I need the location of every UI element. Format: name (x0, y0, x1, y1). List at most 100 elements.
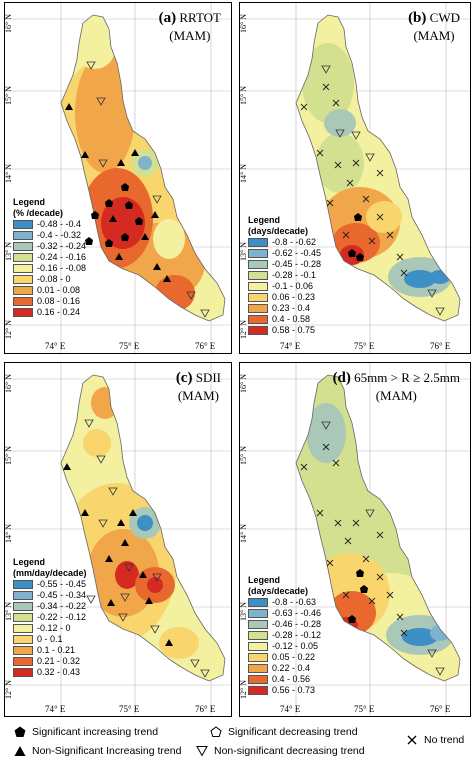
trend-contour (328, 591, 376, 635)
y-tick-label: 15° N (239, 86, 248, 105)
legend-entry: -0.16 - -0.08 (13, 263, 86, 274)
pentagon-filled-icon (85, 237, 93, 245)
triangle-outline-icon (196, 746, 208, 757)
map-c (5, 363, 231, 715)
trend-contour (101, 197, 145, 249)
legend-entry: 0.32 - 0.43 (13, 667, 87, 678)
panel-title-d: (d) 65mm > R ≥ 2.5mm (MAM) (333, 369, 460, 404)
legend-title: Legend (248, 215, 281, 225)
station-symbols (63, 419, 210, 678)
legend-label: -0.12 - 0.05 (272, 641, 319, 651)
cross-icon (407, 735, 417, 745)
triangle-filled-icon (145, 597, 153, 604)
triangle-filled-icon (139, 571, 147, 578)
legend-swatch (248, 304, 268, 313)
triangle-filled-icon (109, 215, 117, 222)
map-a (5, 3, 231, 353)
y-tick-label: 15° N (239, 446, 248, 465)
pentagon-filled-icon (360, 585, 368, 593)
y-tick-label: 12° N (239, 320, 248, 339)
legend-entry: 0.08 - 0.16 (13, 296, 86, 307)
legend-entry: 0.1 - 0.21 (13, 645, 87, 656)
y-tick-label: 12° N (4, 320, 13, 339)
y-tick-label: 16° N (239, 374, 248, 393)
legend-title: Legend (13, 557, 46, 567)
legend-entry: -0.55 - -0.45 (13, 579, 87, 590)
legend-swatch (248, 249, 268, 258)
legend-label: -0.34 - -0.22 (37, 601, 87, 611)
legend-label: 0.06 - 0.23 (272, 292, 316, 302)
pentagon-filled-icon (135, 217, 143, 225)
key-sig-dec-label: Significant decreasing trend (228, 726, 358, 738)
legend-label: -0.22 - -0.12 (37, 612, 87, 622)
legend-swatch (13, 308, 33, 317)
key-sig-dec: Significant decreasing trend (210, 726, 358, 738)
legend-label: -0.12 - 0 (37, 623, 71, 633)
legend-label: 0.22 - 0.4 (272, 663, 311, 673)
triangle-outline-icon (96, 455, 106, 464)
legend-swatch (248, 664, 268, 673)
triangle-outline-icon (321, 421, 331, 430)
legend-c: Legend (mm/day/decade) -0.55 - -0.45 -0.45 … (13, 557, 87, 678)
panel-season-c: (MAM) (177, 388, 219, 403)
legend-swatch (13, 264, 33, 273)
triangle-outline-icon (98, 519, 108, 528)
y-tick-label: 13° N (4, 602, 13, 621)
legend-label: -0.63 - -0.46 (272, 608, 322, 618)
legend-entry: 0.21 - 0.32 (13, 656, 87, 667)
legend-swatch (248, 620, 268, 629)
legend-entry: 0.4 - 0.56 (248, 674, 321, 685)
key-nonsig-dec-label: Non-significant decreasing trend (214, 745, 365, 757)
legend-swatch (248, 609, 268, 618)
legend-entry: -0.32 - -0.24 (13, 241, 86, 252)
triangle-filled-icon (165, 639, 173, 646)
legend-entry: -0.34 - -0.22 (13, 601, 87, 612)
y-tick-label: 15° N (4, 86, 13, 105)
cross-icon (396, 253, 404, 261)
station-symbols (300, 65, 445, 316)
legend-swatch (13, 220, 33, 229)
legend-swatch (13, 231, 33, 240)
legend-label: 0.23 - 0.4 (272, 303, 311, 313)
cross-icon (334, 519, 342, 527)
trend-contour (366, 201, 402, 233)
key-nonsig-inc-label: Non-Significant Increasing trend (32, 745, 182, 757)
legend-label: 0 - 0.1 (37, 634, 63, 644)
cross-icon (362, 195, 370, 203)
trend-contour (75, 29, 115, 69)
cross-icon (342, 231, 350, 239)
trend-contour (402, 628, 438, 646)
legend-swatch (13, 624, 33, 633)
coastline (295, 14, 461, 322)
coastline (60, 374, 226, 682)
y-tick-label: 14° N (4, 164, 13, 183)
legend-entry: 0.06 - 0.23 (248, 292, 321, 303)
panel-title-b: (b) CWD (MAM) (408, 9, 460, 44)
map-panel-c: (c) SDII (MAM) Legend (mm/day/decade) -0.5… (4, 362, 232, 717)
legend-entry: 0.58 - 0.75 (248, 325, 321, 336)
cross-icon (300, 463, 308, 471)
pentagon-filled-icon (348, 615, 356, 623)
triangle-outline-icon (200, 669, 210, 678)
legend-entry: -0.4 - -0.32 (13, 230, 86, 241)
key-sig-inc: Significant increasing trend (14, 726, 158, 738)
cross-icon (352, 159, 360, 167)
legend-swatch (13, 657, 33, 666)
triangle-outline-icon (321, 65, 331, 74)
legend-swatch (13, 275, 33, 284)
trend-contour (155, 275, 195, 311)
triangle-outline-icon (152, 195, 162, 204)
x-tick-label: 75° E (119, 341, 140, 351)
legend-label: 0.32 - 0.43 (37, 667, 81, 677)
trend-contour (91, 387, 119, 419)
legend-entry: -0.8 - -0.62 (248, 237, 321, 248)
y-tick-label: 14° N (4, 524, 13, 543)
triangle-outline-icon (86, 595, 96, 604)
legend-entry: 0.22 - 0.4 (248, 663, 321, 674)
legend-label: 0.05 - 0.22 (272, 652, 316, 662)
y-tick-label: 12° N (4, 680, 13, 699)
cross-icon (332, 459, 340, 467)
y-tick-label: 15° N (4, 446, 13, 465)
legend-unit: (mm/day/decade) (13, 568, 87, 578)
pentagon-filled-icon (105, 239, 113, 247)
